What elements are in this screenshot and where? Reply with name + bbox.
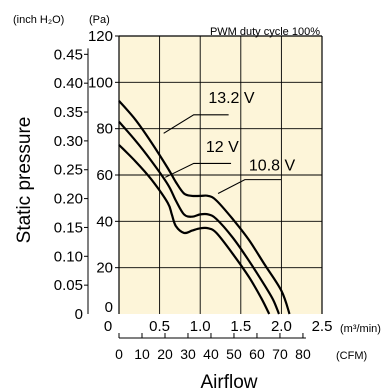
y-tick-label-inch: 0.05 (54, 277, 83, 294)
y-tick-label-pa: 60 (96, 167, 113, 184)
x-tick-label-cfm: 50 (226, 346, 242, 362)
label-10v8: 10.8 V (249, 157, 296, 174)
y-tick-label-pa: 80 (96, 121, 113, 138)
y-tick-label-inch: 0.10 (54, 248, 83, 265)
label-13v2: 13.2 V (208, 90, 255, 107)
x-axis-title: Airflow (200, 372, 257, 391)
y-tick-label-pa: 40 (96, 213, 113, 230)
x-tick-label-m3min: 1.5 (230, 318, 251, 335)
curves (118, 100, 291, 315)
y-ticks-inch: 0 0.05 0.10 0.15 0.20 0.25 0.30 0.35 0.40 0.45 (54, 46, 88, 323)
y-tick-label-inch: 0.25 (54, 162, 83, 179)
curve-12v (118, 120, 281, 315)
x-tick-label-m3min: 1.0 (190, 318, 211, 335)
x-tick-label-m3min: 2.5 (312, 318, 333, 335)
curve-10v8 (118, 144, 271, 315)
x-tick-label-cfm: 0 (115, 346, 123, 362)
y-axis-title: Static pressure (14, 117, 35, 244)
curve-labels: 13.2 V 12 V 10.8 V (163, 90, 296, 195)
x-tick-label-m3min: 2.0 (271, 318, 292, 335)
y-ticks-pa: 0 20 40 60 80 100 120 (88, 28, 119, 316)
x-unit-cfm-label: (CFM) (336, 350, 367, 362)
y-tick-label-inch: 0.35 (54, 104, 83, 121)
x-tick-label-cfm: 80 (295, 346, 311, 362)
y-tick-label-inch: 0.40 (54, 75, 83, 92)
x-ticks-m3min: 0 0.5 1.0 1.5 2.0 2.5 (104, 318, 333, 335)
y-tick-label-pa: 100 (88, 74, 113, 91)
y-tick-label-inch: 0 (75, 306, 83, 323)
y-tick-label-inch: 0.45 (54, 46, 83, 63)
y-tick-label-pa: 20 (96, 260, 113, 277)
label-13v2-leader (163, 114, 229, 134)
x-tick-label-m3min: 0 (104, 318, 112, 335)
y-tick-label-pa: 0 (105, 299, 113, 316)
x-tick-label-cfm: 20 (157, 346, 173, 362)
x-tick-label-cfm: 60 (249, 346, 265, 362)
grid-lines (119, 36, 322, 314)
x-tick-label-cfm: 70 (272, 346, 288, 362)
y-tick-label-inch: 0.30 (54, 133, 83, 150)
x-ticks-cfm: 0 10 20 30 40 50 60 70 80 (115, 333, 311, 362)
label-10v8-leader (217, 179, 282, 195)
y-unit-pa-label: (Pa) (89, 14, 110, 26)
curve-13v2 (118, 100, 291, 315)
label-12v: 12 V (206, 139, 239, 156)
x-tick-label-m3min: 0.5 (149, 318, 170, 335)
y-tick-label-inch: 0.15 (54, 219, 83, 236)
label-12v-leader (165, 162, 232, 178)
x-tick-label-cfm: 30 (180, 346, 196, 362)
x-unit-m3min-label: (m³/min) (340, 323, 381, 335)
chart-title: PWM duty cycle 100% (210, 26, 320, 38)
x-tick-label-cfm: 40 (203, 346, 219, 362)
y-tick-label-pa: 120 (88, 28, 113, 45)
y-unit-inch-label: (inch H₂O) (13, 14, 64, 26)
y-tick-label-inch: 0.20 (54, 191, 83, 208)
x-tick-label-cfm: 10 (134, 346, 150, 362)
